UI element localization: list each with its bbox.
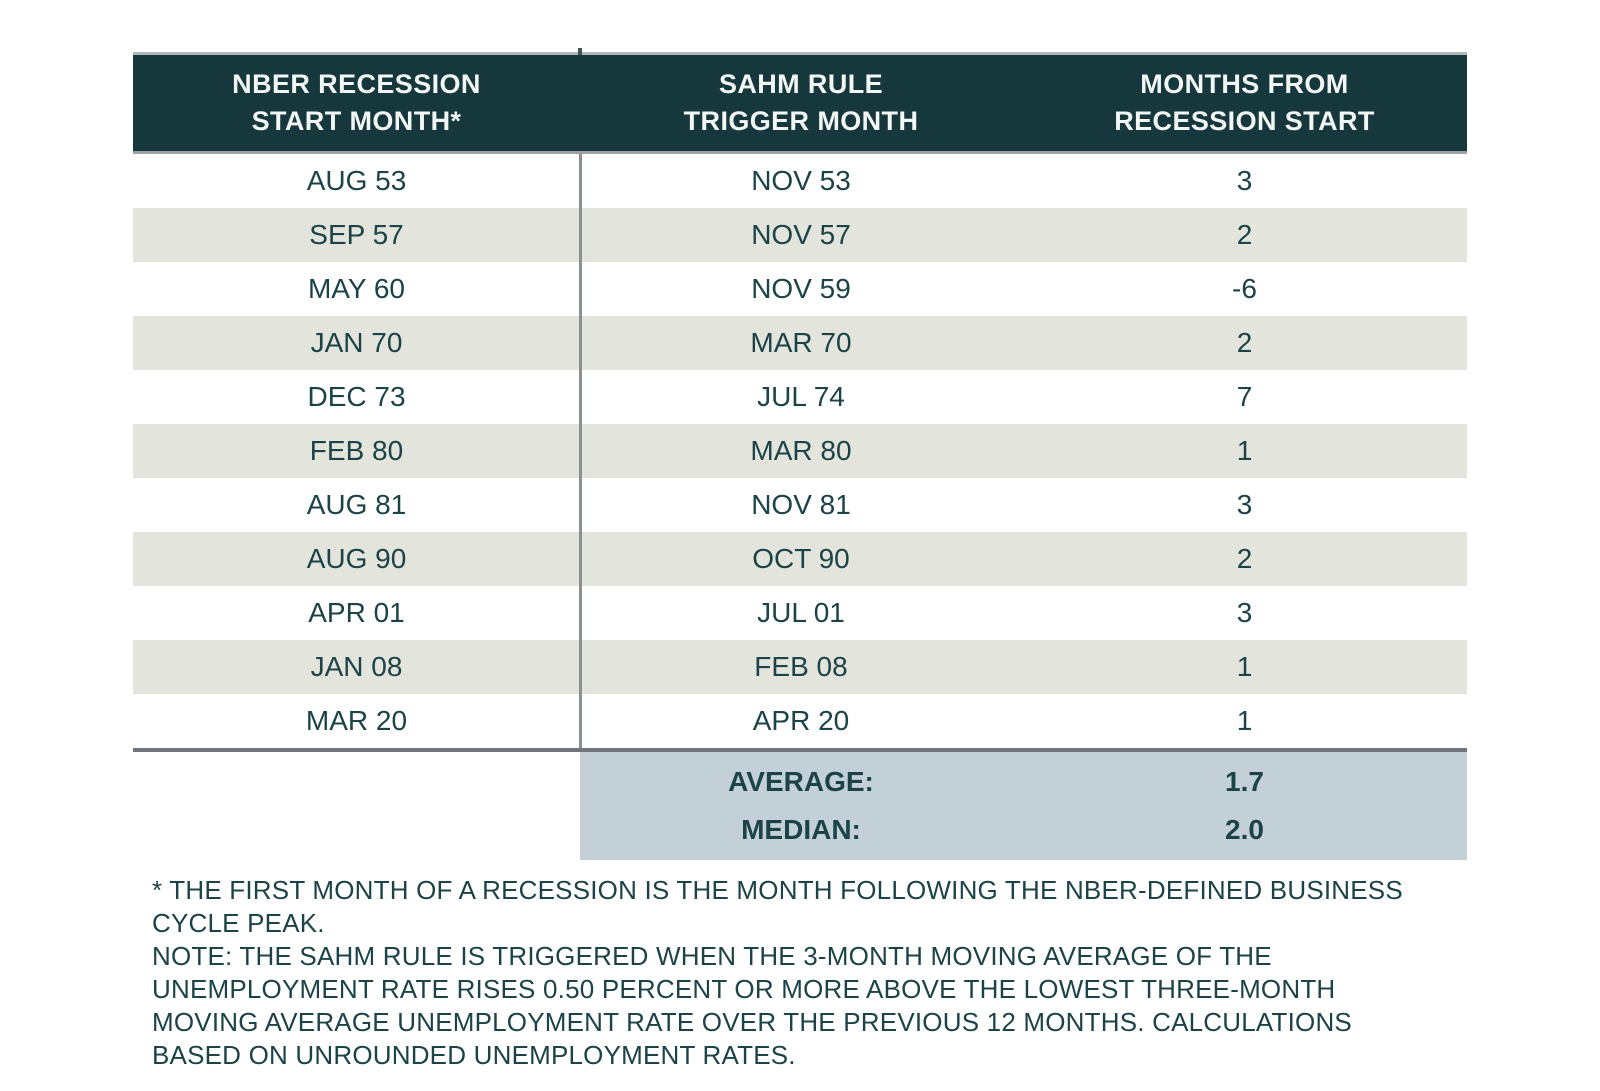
summary-median-row: MEDIAN: 2.0 bbox=[580, 814, 1467, 846]
table-row: MAR 20 APR 20 1 bbox=[133, 694, 1467, 748]
header-line: START MONTH* bbox=[251, 106, 462, 136]
months-cell: -6 bbox=[1232, 273, 1257, 304]
trigger-month-cell: JUL 01 bbox=[757, 597, 845, 628]
header-line: NBER RECESSION bbox=[232, 69, 481, 99]
column-divider-line bbox=[579, 154, 582, 748]
trigger-month-cell: MAR 80 bbox=[750, 435, 852, 466]
footnote-block: * THE FIRST MONTH OF A RECESSION IS THE … bbox=[152, 874, 1422, 1072]
recession-start-cell: APR 01 bbox=[308, 597, 405, 628]
recession-start-cell: DEC 73 bbox=[307, 381, 406, 412]
table-header-row: NBER RECESSION START MONTH* SAHM RULE TR… bbox=[133, 48, 1467, 154]
recession-start-cell: FEB 80 bbox=[309, 435, 404, 466]
months-cell: 1 bbox=[1236, 435, 1253, 466]
summary-average-row: AVERAGE: 1.7 bbox=[580, 766, 1467, 798]
footnote-asterisk-text: * THE FIRST MONTH OF A RECESSION IS THE … bbox=[152, 875, 1403, 938]
months-cell: 2 bbox=[1236, 219, 1253, 250]
trigger-month-cell: NOV 81 bbox=[751, 489, 851, 520]
trigger-month-cell: OCT 90 bbox=[752, 543, 850, 574]
header-line: TRIGGER MONTH bbox=[683, 106, 919, 136]
table-row: JAN 70 MAR 70 2 bbox=[133, 316, 1467, 370]
average-value: 1.7 bbox=[1225, 766, 1264, 797]
months-cell: 3 bbox=[1236, 489, 1253, 520]
table-row: DEC 73 JUL 74 7 bbox=[133, 370, 1467, 424]
trigger-month-cell: APR 20 bbox=[752, 705, 850, 736]
table-row: JAN 08 FEB 08 1 bbox=[133, 640, 1467, 694]
recession-start-cell: AUG 81 bbox=[306, 489, 407, 520]
table-row: AUG 81 NOV 81 3 bbox=[133, 478, 1467, 532]
sahm-rule-table: NBER RECESSION START MONTH* SAHM RULE TR… bbox=[133, 48, 1467, 860]
summary-divider-line bbox=[133, 748, 1467, 752]
trigger-month-cell: NOV 53 bbox=[751, 165, 851, 196]
recession-start-cell: JAN 08 bbox=[310, 651, 403, 682]
recession-start-cell: AUG 53 bbox=[306, 165, 407, 196]
header-cell-months-from-start: MONTHS FROM RECESSION START bbox=[1022, 66, 1467, 140]
recession-start-cell: JAN 70 bbox=[310, 327, 403, 358]
header-cell-recession-start: NBER RECESSION START MONTH* bbox=[133, 66, 580, 140]
months-cell: 3 bbox=[1236, 165, 1253, 196]
table-row: APR 01 JUL 01 3 bbox=[133, 586, 1467, 640]
average-label: AVERAGE: bbox=[728, 766, 874, 797]
table-row: MAY 60 NOV 59 -6 bbox=[133, 262, 1467, 316]
months-cell: 2 bbox=[1236, 543, 1253, 574]
footnote-note-text: NOTE: THE SAHM RULE IS TRIGGERED WHEN TH… bbox=[152, 941, 1352, 1070]
recession-start-cell: SEP 57 bbox=[309, 219, 404, 250]
divider-top-tick bbox=[578, 48, 582, 55]
trigger-month-cell: JUL 74 bbox=[757, 381, 845, 412]
months-cell: 1 bbox=[1236, 705, 1253, 736]
table-body: AUG 53 NOV 53 3 SEP 57 NOV 57 2 MAY 60 N… bbox=[133, 154, 1467, 748]
months-cell: 2 bbox=[1236, 327, 1253, 358]
trigger-month-cell: NOV 57 bbox=[751, 219, 851, 250]
months-cell: 7 bbox=[1236, 381, 1253, 412]
summary-section: AVERAGE: 1.7 MEDIAN: 2.0 bbox=[133, 752, 1467, 860]
table-row: AUG 90 OCT 90 2 bbox=[133, 532, 1467, 586]
recession-start-cell: MAR 20 bbox=[305, 705, 408, 736]
table-row: AUG 53 NOV 53 3 bbox=[133, 154, 1467, 208]
median-value: 2.0 bbox=[1225, 814, 1264, 845]
months-cell: 3 bbox=[1236, 597, 1253, 628]
header-line: MONTHS FROM bbox=[1140, 69, 1349, 99]
trigger-month-cell: FEB 08 bbox=[754, 651, 848, 682]
trigger-month-cell: MAR 70 bbox=[750, 327, 852, 358]
header-cell-trigger-month: SAHM RULE TRIGGER MONTH bbox=[580, 66, 1022, 140]
table-row: FEB 80 MAR 80 1 bbox=[133, 424, 1467, 478]
table-row: SEP 57 NOV 57 2 bbox=[133, 208, 1467, 262]
header-line: RECESSION START bbox=[1114, 106, 1375, 136]
median-label: MEDIAN: bbox=[741, 814, 861, 845]
trigger-month-cell: NOV 59 bbox=[751, 273, 851, 304]
months-cell: 1 bbox=[1236, 651, 1253, 682]
recession-start-cell: MAY 60 bbox=[307, 273, 405, 304]
header-line: SAHM RULE bbox=[718, 69, 884, 99]
summary-box: AVERAGE: 1.7 MEDIAN: 2.0 bbox=[580, 752, 1467, 860]
recession-start-cell: AUG 90 bbox=[306, 543, 407, 574]
